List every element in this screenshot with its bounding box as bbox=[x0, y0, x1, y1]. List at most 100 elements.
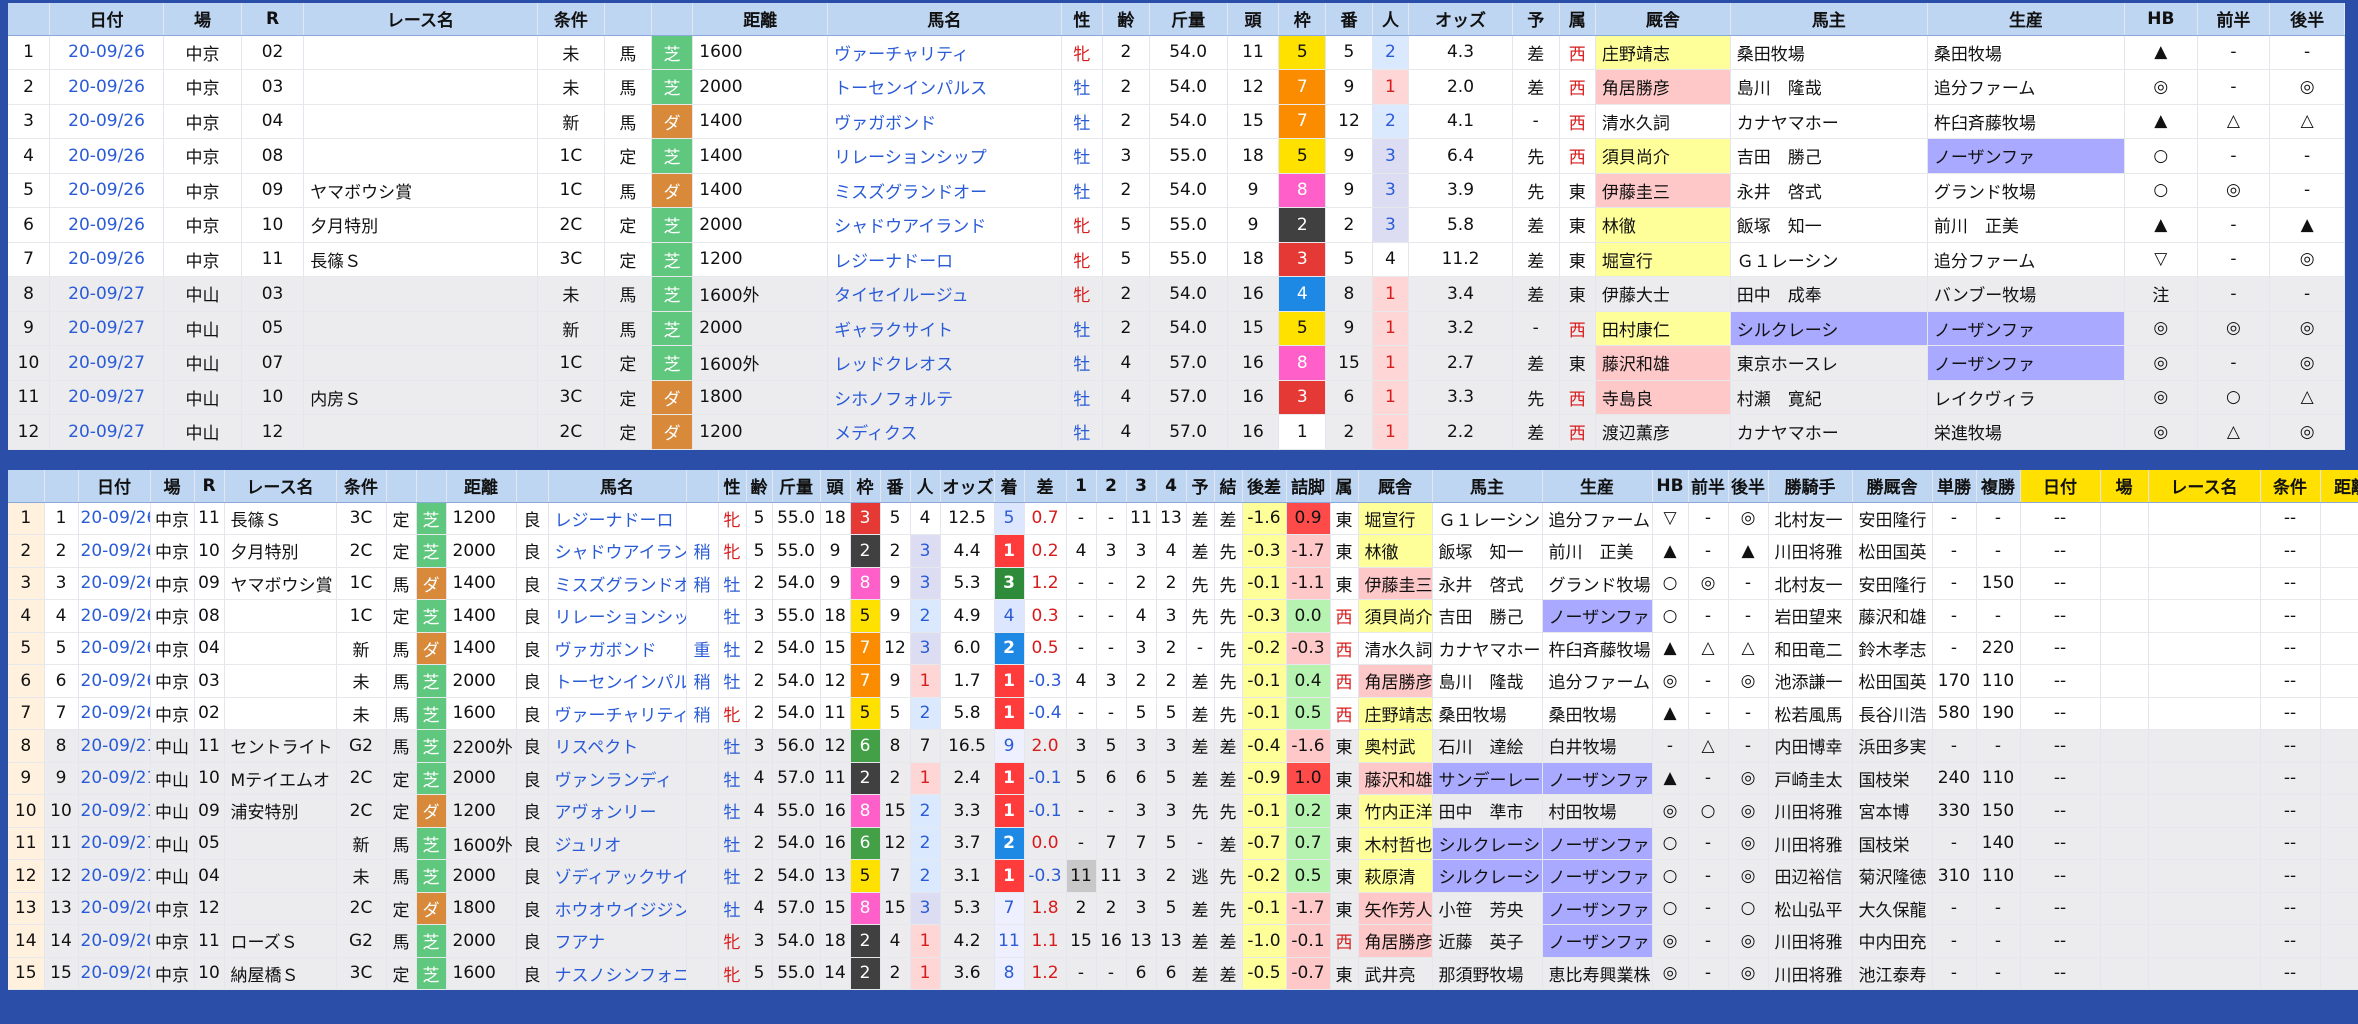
horse-name-link[interactable]: レジーナドーロ bbox=[827, 242, 1062, 277]
past-col-header[interactable]: 複勝 bbox=[1976, 470, 2021, 503]
date-link[interactable]: 20-09/20 bbox=[78, 924, 151, 958]
past-col-header[interactable]: HB bbox=[1652, 470, 1689, 503]
date-link[interactable]: 20-09/26 bbox=[49, 173, 165, 208]
horse-name-link[interactable]: ヴァーチャリティ bbox=[548, 697, 687, 730]
date-link[interactable]: 20-09/27 bbox=[49, 276, 165, 312]
table-row[interactable]: 5 20-09/26 中京 09 ヤマボウシ賞 1C 馬ダ 1400 ミスズグランドオー牡 2 54… bbox=[8, 173, 2345, 208]
past-col-header[interactable]: レース名 bbox=[2148, 470, 2261, 503]
table-row[interactable]: 8 8 20-09/21 中山 11 セントライト G2 馬芝 2200外良リスペクト牡 3 56.… bbox=[8, 729, 2358, 763]
table-row[interactable]: 9 9 20-09/21 中山 10 Mテイエムオ 2C 定芝 2000 良ヴァンランディ牡 4 57… bbox=[8, 762, 2358, 795]
upcoming-col-header[interactable]: 生産 bbox=[1927, 3, 2126, 36]
past-col-header[interactable]: 前半 bbox=[1688, 470, 1729, 503]
horse-name-link[interactable]: シャドウアイランド bbox=[827, 207, 1062, 243]
date-link[interactable]: 20-09/27 bbox=[49, 380, 165, 415]
horse-name-link[interactable]: ヴァンランディ bbox=[548, 762, 687, 795]
table-row[interactable]: 5 5 20-09/26 中京 04 新馬ダ 1400 良ヴァガボンド重牡 2 54.0 15 7 12… bbox=[8, 632, 2358, 665]
horse-name-link[interactable]: メディクス bbox=[827, 414, 1062, 450]
table-row[interactable]: 121220-09/21中山04未馬芝2000良ゾディアックサイン牡254.01… bbox=[8, 859, 2358, 893]
upcoming-col-header[interactable]: 頭 bbox=[1227, 3, 1280, 36]
past-col-header[interactable]: 属 bbox=[1330, 470, 1359, 503]
past-col-header[interactable]: レース名 bbox=[224, 470, 337, 503]
upcoming-col-header[interactable]: 距離 bbox=[692, 3, 829, 36]
table-row[interactable]: 6620-09/26中京03未馬芝2000良トーセンインパルス稍牡254.012… bbox=[8, 664, 2358, 698]
date-link[interactable]: 20-09/26 bbox=[78, 599, 151, 633]
date-link[interactable]: 20-09/26 bbox=[49, 207, 165, 243]
upcoming-col-header[interactable] bbox=[8, 3, 50, 36]
upcoming-col-header[interactable]: オッズ bbox=[1408, 3, 1513, 36]
upcoming-col-header[interactable] bbox=[651, 3, 694, 36]
past-col-header[interactable]: 勝騎手 bbox=[1768, 470, 1853, 503]
date-link[interactable]: 20-09/21 bbox=[78, 729, 151, 763]
upcoming-col-header[interactable]: 番 bbox=[1325, 3, 1373, 36]
past-col-header[interactable]: 馬主 bbox=[1432, 470, 1543, 503]
horse-name-link[interactable]: シャドウアイランド bbox=[548, 534, 687, 568]
table-row[interactable]: 10 10 20-09/21 中山 09 浦安特別 2C 定ダ 1200 良アヴォンリー牡 4 55.… bbox=[8, 794, 2358, 828]
table-row[interactable]: 151520-09/20中京10納屋橋Ｓ3C定芝1600良ナスノシンフォニー牝5… bbox=[8, 957, 2358, 990]
past-col-header[interactable]: 2 bbox=[1096, 470, 1127, 503]
horse-name-link[interactable]: ミスズグランドオー bbox=[548, 567, 687, 600]
date-link[interactable]: 20-09/21 bbox=[78, 859, 151, 893]
past-col-header[interactable]: 距離 bbox=[2320, 470, 2358, 503]
past-col-header[interactable]: 着 bbox=[994, 470, 1025, 503]
upcoming-col-header[interactable]: 性 bbox=[1061, 3, 1104, 36]
upcoming-col-header[interactable]: 日付 bbox=[49, 3, 165, 36]
past-col-header[interactable]: 予 bbox=[1186, 470, 1215, 503]
horse-name-link[interactable]: フアナ bbox=[548, 924, 687, 958]
upcoming-col-header[interactable]: 後半 bbox=[2269, 3, 2345, 36]
past-col-header[interactable]: オッズ bbox=[940, 470, 995, 503]
date-link[interactable]: 20-09/27 bbox=[49, 311, 165, 346]
past-col-header[interactable]: 齢 bbox=[746, 470, 773, 503]
horse-name-link[interactable]: ホウオウイジジン bbox=[548, 892, 687, 925]
upcoming-col-header[interactable]: 馬主 bbox=[1730, 3, 1928, 36]
upcoming-col-header[interactable] bbox=[604, 3, 652, 36]
table-row[interactable]: 3 20-09/26 中京 04 新馬ダ 1400 ヴァガボンド牡 2 54.0 15 7 12 2 4.… bbox=[8, 104, 2345, 139]
past-col-header[interactable]: 場 bbox=[2100, 470, 2149, 503]
upcoming-col-header[interactable]: R bbox=[241, 3, 305, 36]
upcoming-col-header[interactable]: 属 bbox=[1559, 3, 1596, 36]
table-row[interactable]: 14 14 20-09/20 中京 11 ローズＳ G2 馬芝 2000 良フアナ牝 3 54.0 18… bbox=[8, 924, 2358, 958]
upcoming-col-header[interactable]: 厩舎 bbox=[1595, 3, 1731, 36]
table-row[interactable]: 1 20-09/26 中京 02 未馬芝 1600 ヴァーチャリティ牝 2 54.0 11 5 5 2 4… bbox=[8, 35, 2345, 70]
past-col-header[interactable]: 性 bbox=[718, 470, 747, 503]
date-link[interactable]: 20-09/21 bbox=[78, 827, 151, 860]
past-col-header[interactable]: 人 bbox=[910, 470, 941, 503]
past-col-header[interactable]: R bbox=[194, 470, 225, 503]
date-link[interactable]: 20-09/27 bbox=[49, 414, 165, 450]
table-row[interactable]: 6 20-09/26 中京 10 夕月特別 2C 定芝 2000 シャドウアイランド牝 5 55.0… bbox=[8, 207, 2345, 243]
upcoming-col-header[interactable]: 齢 bbox=[1102, 3, 1150, 36]
past-col-header[interactable]: 3 bbox=[1126, 470, 1157, 503]
past-col-header[interactable]: 単勝 bbox=[1932, 470, 1977, 503]
horse-name-link[interactable]: レジーナドーロ bbox=[548, 502, 687, 535]
horse-name-link[interactable]: ヴァーチャリティ bbox=[827, 35, 1062, 70]
horse-name-link[interactable]: ミスズグランドオー bbox=[827, 173, 1062, 208]
table-row[interactable]: 11 20-09/27 中山 10 内房Ｓ 3C 定ダ 1800 シホノフォルテ牡 4 57.0 16… bbox=[8, 380, 2345, 415]
past-col-header[interactable]: 日付 bbox=[2020, 470, 2101, 503]
past-col-header[interactable]: 場 bbox=[150, 470, 195, 503]
past-col-header[interactable]: 条件 bbox=[2260, 470, 2321, 503]
past-col-header[interactable]: 4 bbox=[1156, 470, 1187, 503]
upcoming-col-header[interactable]: レース名 bbox=[303, 3, 538, 36]
horse-name-link[interactable]: ギャラクサイト bbox=[827, 311, 1062, 346]
past-col-header[interactable]: 枠 bbox=[850, 470, 881, 503]
date-link[interactable]: 20-09/20 bbox=[78, 957, 151, 990]
horse-name-link[interactable]: レッドクレオス bbox=[827, 345, 1062, 381]
past-col-header[interactable]: 1 bbox=[1066, 470, 1097, 503]
upcoming-col-header[interactable]: 予 bbox=[1512, 3, 1560, 36]
past-col-header[interactable]: 斤量 bbox=[772, 470, 821, 503]
upcoming-col-header[interactable]: 馬名 bbox=[827, 3, 1062, 36]
date-link[interactable]: 20-09/26 bbox=[49, 69, 165, 105]
horse-name-link[interactable]: リスペクト bbox=[548, 729, 687, 763]
date-link[interactable]: 20-09/27 bbox=[49, 345, 165, 381]
table-row[interactable]: 8 20-09/27 中山 03 未馬芝 1600外 タイセイルージュ牝 2 54.0 16 4 8 1… bbox=[8, 276, 2345, 312]
table-row[interactable]: 3320-09/26中京09ヤマボウシ賞1C馬ダ1400良ミスズグランドオー稍牡… bbox=[8, 567, 2358, 600]
date-link[interactable]: 20-09/26 bbox=[49, 138, 165, 174]
upcoming-col-header[interactable]: 条件 bbox=[537, 3, 606, 36]
past-col-header[interactable]: 日付 bbox=[78, 470, 151, 503]
past-col-header[interactable]: 馬名 bbox=[548, 470, 687, 503]
upcoming-col-header[interactable]: 前半 bbox=[2197, 3, 2271, 36]
upcoming-col-header[interactable]: HB bbox=[2124, 3, 2198, 36]
date-link[interactable]: 20-09/26 bbox=[49, 242, 165, 277]
date-link[interactable]: 20-09/21 bbox=[78, 794, 151, 828]
date-link[interactable]: 20-09/26 bbox=[78, 697, 151, 730]
past-col-header[interactable] bbox=[386, 470, 417, 503]
